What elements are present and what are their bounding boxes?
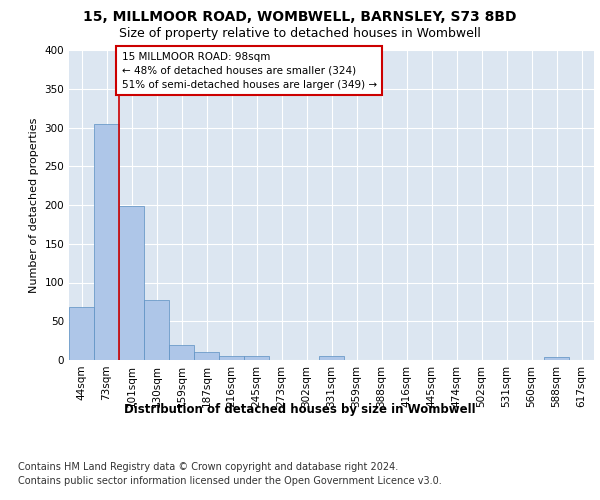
Bar <box>319 356 344 360</box>
Bar <box>219 356 244 360</box>
Bar <box>69 308 94 360</box>
Text: Size of property relative to detached houses in Wombwell: Size of property relative to detached ho… <box>119 28 481 40</box>
Bar <box>169 346 194 360</box>
Bar <box>544 357 569 360</box>
Text: Contains HM Land Registry data © Crown copyright and database right 2024.: Contains HM Land Registry data © Crown c… <box>18 462 398 472</box>
Text: Distribution of detached houses by size in Wombwell: Distribution of detached houses by size … <box>124 402 476 415</box>
Text: Contains public sector information licensed under the Open Government Licence v3: Contains public sector information licen… <box>18 476 442 486</box>
Text: 15, MILLMOOR ROAD, WOMBWELL, BARNSLEY, S73 8BD: 15, MILLMOOR ROAD, WOMBWELL, BARNSLEY, S… <box>83 10 517 24</box>
Bar <box>144 300 169 360</box>
Bar <box>94 124 119 360</box>
Text: 15 MILLMOOR ROAD: 98sqm
← 48% of detached houses are smaller (324)
51% of semi-d: 15 MILLMOOR ROAD: 98sqm ← 48% of detache… <box>121 52 377 90</box>
Bar <box>194 352 219 360</box>
Y-axis label: Number of detached properties: Number of detached properties <box>29 118 39 292</box>
Bar <box>119 206 144 360</box>
Bar <box>244 356 269 360</box>
